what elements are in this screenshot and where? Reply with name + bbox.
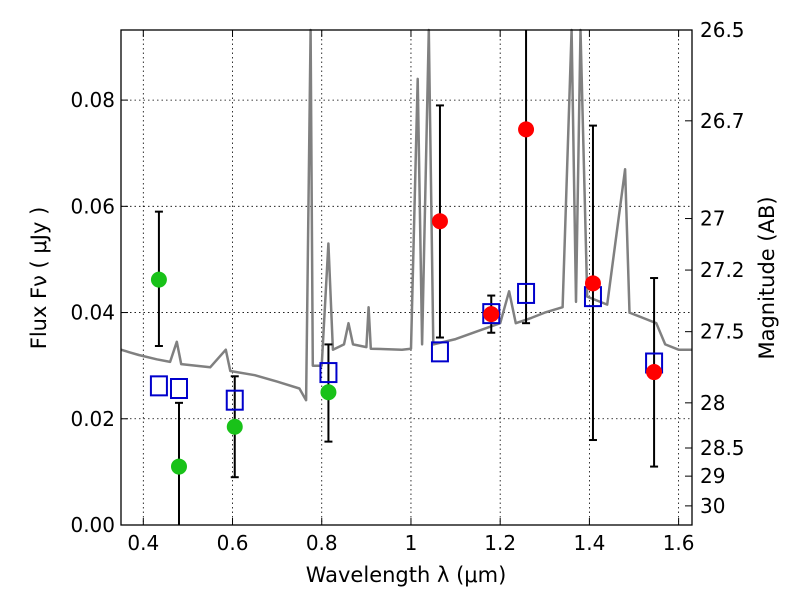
- model-flux-square: [225, 389, 244, 411]
- model-spectrum-layer: [120, 28, 692, 402]
- x-tick-label: 0.4: [127, 531, 159, 555]
- model-spectrum-line: [120, 28, 692, 402]
- y2-tick-label: 30: [700, 494, 725, 518]
- x-tick-label: 0.8: [306, 531, 338, 555]
- x-tick-label: 1.2: [484, 531, 516, 555]
- x-tick-label: 1.6: [663, 531, 695, 555]
- green-flux-point: [150, 271, 167, 288]
- y2-tick-label: 27.5: [700, 320, 745, 344]
- red-flux-point: [518, 121, 535, 138]
- green-flux-point: [226, 418, 243, 435]
- x-tick-label: 1.4: [573, 531, 605, 555]
- green-flux-point: [170, 458, 187, 475]
- y-tick-label: 0.04: [70, 301, 115, 325]
- plot-background: [121, 30, 692, 525]
- y2-tick-label: 26.5: [700, 18, 745, 42]
- y2-tick-label: 27: [700, 207, 725, 231]
- y-tick-label: 0.00: [70, 513, 115, 537]
- y-axis-title: Flux Fν ( μJy ): [27, 207, 51, 350]
- plot-frame: [120, 29, 693, 526]
- y2-tick-label: 28.5: [700, 436, 745, 460]
- y-tick-label: 0.02: [70, 407, 115, 431]
- y2-tick-label: 27.2: [700, 258, 745, 282]
- red-flux-point: [646, 364, 663, 381]
- x-tick-label: 1: [405, 531, 418, 555]
- model-flux-square: [149, 375, 168, 397]
- model-flux-square: [517, 282, 536, 304]
- x-axis-title: Wavelength λ (μm): [306, 563, 507, 587]
- y2-axis-title: Magnitude (AB): [755, 196, 779, 359]
- red-flux-point: [431, 213, 448, 230]
- y-axis: 0.00 0.02 0.04 0.06 0.08: [70, 88, 128, 537]
- y2-tick-label: 26.7: [700, 109, 745, 133]
- marker-layer: [149, 121, 664, 475]
- y2-axis: 26.5 26.7 27 27.2 27.5 28 28.5 29 30: [685, 18, 745, 518]
- model-flux-square: [430, 341, 449, 363]
- red-flux-point: [483, 306, 500, 323]
- model-flux-square: [169, 378, 188, 400]
- model-flux-square: [319, 362, 338, 384]
- x-tick-label: 0.6: [217, 531, 249, 555]
- red-flux-point: [584, 275, 601, 292]
- y2-tick-label: 28: [700, 391, 725, 415]
- y2-tick-label: 29: [700, 464, 725, 488]
- green-flux-point: [320, 384, 337, 401]
- y-tick-label: 0.08: [70, 88, 115, 112]
- grid: [121, 30, 692, 526]
- y-tick-label: 0.06: [70, 194, 115, 218]
- x-axis: 0.4 0.6 0.8 1 1.2 1.4 1.6: [127, 30, 695, 555]
- model-flux-square: [482, 303, 501, 325]
